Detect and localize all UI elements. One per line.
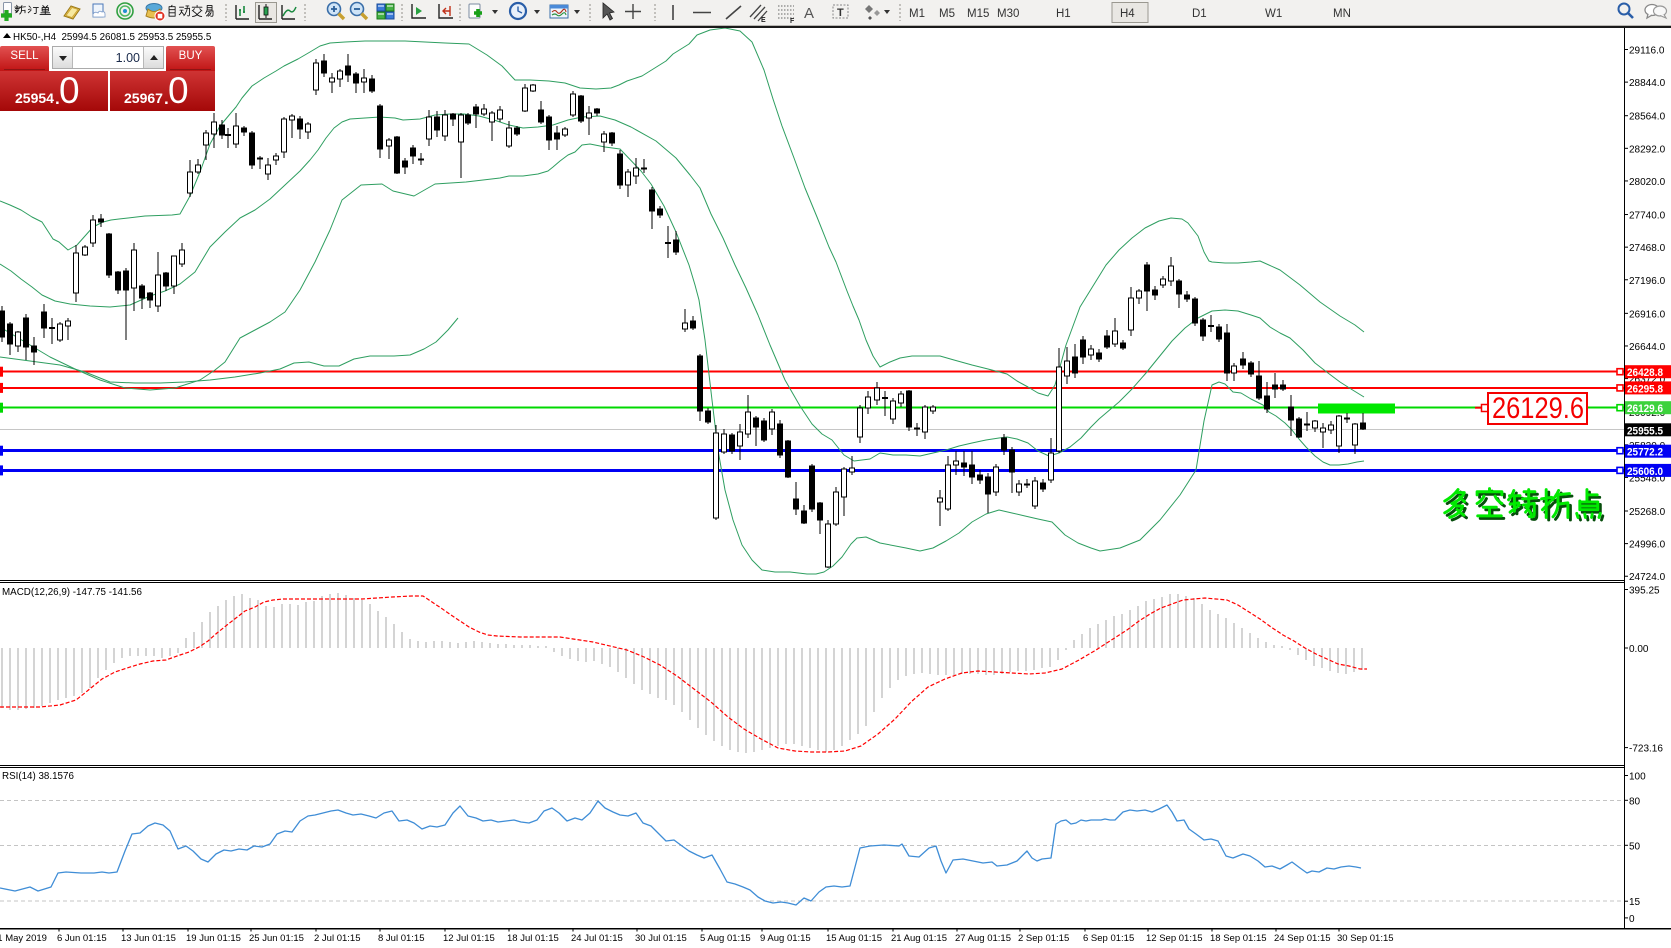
svg-text:26129.6: 26129.6 — [1492, 392, 1584, 425]
svg-text:15 Aug 01:15: 15 Aug 01:15 — [826, 933, 882, 944]
svg-text:M1: M1 — [909, 8, 925, 20]
svg-text:27 Aug 01:15: 27 Aug 01:15 — [955, 933, 1011, 944]
svg-text:RSI(14) 38.1576: RSI(14) 38.1576 — [2, 771, 74, 782]
svg-text:MN: MN — [1333, 8, 1351, 20]
svg-text:12 Jul 01:15: 12 Jul 01:15 — [443, 933, 495, 944]
svg-text:26644.0: 26644.0 — [1629, 342, 1666, 353]
svg-text:27740.0: 27740.0 — [1629, 211, 1666, 222]
svg-text:M5: M5 — [939, 8, 955, 20]
svg-text:A: A — [804, 5, 814, 22]
svg-text:18 Sep 01:15: 18 Sep 01:15 — [1210, 933, 1267, 944]
svg-text:H1: H1 — [1056, 8, 1071, 20]
svg-text:24 Sep 01:15: 24 Sep 01:15 — [1274, 933, 1331, 944]
svg-text:30 Sep 01:15: 30 Sep 01:15 — [1337, 933, 1394, 944]
svg-text:28020.0: 28020.0 — [1629, 177, 1666, 188]
svg-text:50: 50 — [1629, 841, 1641, 852]
svg-text:2 Jul 01:15: 2 Jul 01:15 — [314, 933, 360, 944]
svg-text:25268.0: 25268.0 — [1629, 507, 1666, 518]
svg-text:24 Jul 01:15: 24 Jul 01:15 — [571, 933, 623, 944]
svg-text:26129.6: 26129.6 — [1627, 403, 1663, 415]
svg-text:26372.0: 26372.0 — [1629, 375, 1666, 386]
svg-text:28564.0: 28564.0 — [1629, 112, 1666, 123]
svg-text:H4: H4 — [1120, 8, 1135, 20]
svg-text:6 Sep 01:15: 6 Sep 01:15 — [1083, 933, 1134, 944]
svg-text:E: E — [761, 17, 766, 24]
svg-text:27468.0: 27468.0 — [1629, 243, 1666, 254]
svg-text:24996.0: 24996.0 — [1629, 540, 1666, 551]
svg-text:8 Jul 01:15: 8 Jul 01:15 — [378, 933, 424, 944]
svg-text:25606.0: 25606.0 — [1627, 466, 1663, 478]
svg-text:13 Jun 01:15: 13 Jun 01:15 — [121, 933, 176, 944]
svg-text:26916.0: 26916.0 — [1629, 309, 1666, 320]
svg-text:31 May 2019: 31 May 2019 — [0, 933, 47, 944]
svg-text:0: 0 — [1629, 914, 1635, 925]
svg-text:26428.8: 26428.8 — [1627, 367, 1663, 379]
svg-text:D1: D1 — [1192, 8, 1207, 20]
svg-text:28844.0: 28844.0 — [1629, 78, 1666, 89]
svg-text:F: F — [790, 18, 795, 25]
svg-text:18 Jul 01:15: 18 Jul 01:15 — [507, 933, 559, 944]
svg-text:5 Aug 01:15: 5 Aug 01:15 — [700, 933, 751, 944]
svg-text:25772.2: 25772.2 — [1627, 447, 1663, 459]
svg-text:25955.5: 25955.5 — [1627, 425, 1663, 437]
svg-text:26295.8: 26295.8 — [1627, 383, 1663, 395]
svg-text:100: 100 — [1629, 772, 1646, 783]
svg-text:MACD(12,26,9) -147.75 -141.56: MACD(12,26,9) -147.75 -141.56 — [2, 587, 143, 598]
svg-text:15: 15 — [1629, 897, 1641, 908]
svg-text:24724.0: 24724.0 — [1629, 572, 1666, 583]
svg-text:30 Jul 01:15: 30 Jul 01:15 — [635, 933, 687, 944]
svg-text:28292.0: 28292.0 — [1629, 144, 1666, 155]
svg-text:12 Sep 01:15: 12 Sep 01:15 — [1146, 933, 1203, 944]
svg-text:M30: M30 — [997, 8, 1019, 20]
svg-text:W1: W1 — [1265, 8, 1282, 20]
svg-text:21 Aug 01:15: 21 Aug 01:15 — [891, 933, 947, 944]
svg-text:0.00: 0.00 — [1629, 644, 1649, 655]
svg-text:25 Jun 01:15: 25 Jun 01:15 — [249, 933, 304, 944]
svg-text:80: 80 — [1629, 796, 1641, 807]
svg-text:25548.0: 25548.0 — [1629, 473, 1666, 484]
svg-text:2 Sep 01:15: 2 Sep 01:15 — [1018, 933, 1069, 944]
svg-text:T: T — [837, 7, 844, 19]
svg-text:395.25: 395.25 — [1629, 586, 1660, 597]
svg-text:-723.16: -723.16 — [1629, 744, 1663, 755]
svg-text:HK50-,H4 25994.5 26081.5 2595: HK50-,H4 25994.5 26081.5 25953.5 25955.5 — [13, 32, 212, 43]
svg-text:6 Jun 01:15: 6 Jun 01:15 — [57, 933, 107, 944]
svg-text:19 Jun 01:15: 19 Jun 01:15 — [186, 933, 241, 944]
svg-text:27196.0: 27196.0 — [1629, 276, 1666, 287]
svg-text:29116.0: 29116.0 — [1629, 46, 1665, 57]
svg-text:9 Aug 01:15: 9 Aug 01:15 — [760, 933, 811, 944]
svg-text:M15: M15 — [967, 8, 989, 20]
